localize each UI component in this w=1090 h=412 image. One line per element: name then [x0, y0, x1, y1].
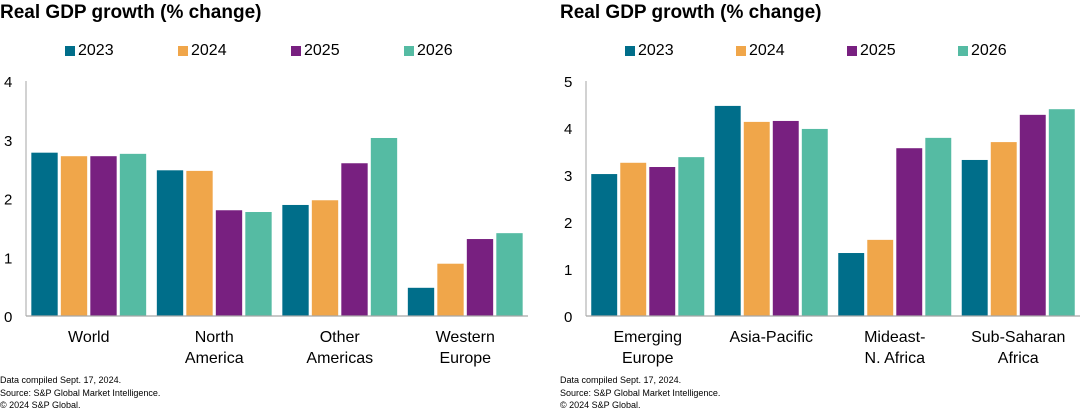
- x-category-label: Sub-Saharan Africa: [971, 329, 1066, 367]
- y-tick-label: 3: [564, 168, 572, 185]
- footnote-copyright: © 2024 S&P Global.: [0, 400, 81, 410]
- legend-label: 2025: [304, 42, 340, 59]
- y-tick-label: 5: [564, 74, 572, 91]
- x-category-label: World: [68, 329, 110, 346]
- x-category-label: North America: [184, 329, 244, 367]
- bar-2023: [838, 253, 865, 316]
- bar-2024: [867, 239, 894, 316]
- bar-2024: [186, 170, 213, 316]
- bar-2023: [961, 159, 988, 316]
- bar-2024: [990, 142, 1017, 316]
- legend-label: 2023: [78, 42, 114, 59]
- bar-2023: [714, 105, 741, 316]
- y-tick-label: 1: [564, 262, 572, 279]
- bar-2025: [649, 167, 676, 316]
- bar-2026: [119, 153, 147, 316]
- bar-2026: [925, 137, 952, 316]
- x-category-label: Other Americas: [306, 329, 374, 367]
- bar-2023: [591, 174, 618, 316]
- bar-chart-plot: 0 1 2 3 4: [4, 74, 528, 326]
- bar-2023: [156, 170, 184, 316]
- bar-2025: [215, 210, 243, 316]
- bar-2026: [370, 137, 398, 316]
- bar-2024: [620, 162, 647, 316]
- legend-item-2023: 2023: [625, 42, 674, 60]
- legend-swatch: [625, 46, 635, 56]
- bar-2026: [678, 157, 705, 316]
- bar-2025: [341, 163, 368, 316]
- chart-footnotes: Data compiled Sept. 17, 2024. Source: S&…: [560, 374, 720, 412]
- legend-swatch: [736, 46, 746, 56]
- y-tick-label: 1: [4, 250, 12, 267]
- legend-label: 2023: [638, 42, 674, 59]
- legend-item-2023: 2023: [65, 42, 114, 60]
- bar-2026: [801, 128, 828, 316]
- x-category-label: Emerging Europe: [613, 329, 682, 367]
- bar-2024: [311, 200, 339, 316]
- legend-item-2024: 2024: [736, 42, 785, 60]
- legend-item-2024: 2024: [178, 42, 227, 60]
- y-tick-label: 2: [4, 192, 12, 209]
- bar-2024: [437, 263, 464, 316]
- bar-2024: [60, 156, 88, 316]
- y-tick-label: 0: [564, 309, 572, 326]
- x-category-label: Western Europe: [435, 329, 495, 367]
- bar-2024: [743, 121, 770, 316]
- chart-footnotes: Data compiled Sept. 17, 2024. Source: S&…: [0, 374, 160, 412]
- footnote-data-compiled: Data compiled Sept. 17, 2024.: [560, 375, 682, 385]
- y-tick-label: 4: [4, 74, 12, 91]
- bar-2025: [466, 239, 494, 316]
- legend-swatch: [404, 46, 414, 56]
- bar-2025: [896, 148, 923, 316]
- bar-2023: [407, 287, 435, 316]
- legend-swatch: [178, 46, 188, 56]
- footnote-copyright: © 2024 S&P Global.: [560, 400, 641, 410]
- bar-2023: [282, 204, 309, 316]
- legend-swatch: [65, 46, 75, 56]
- bar-2026: [245, 212, 272, 316]
- chart-panel-left: Real GDP growth (% change) 2023 2024 202…: [0, 0, 545, 411]
- bar-2023: [31, 152, 58, 316]
- legend-item-2025: 2025: [847, 42, 896, 60]
- footnote-source: Source: S&P Global Market Intelligence.: [0, 387, 161, 398]
- legend-label: 2024: [191, 42, 227, 59]
- y-tick-label: 3: [4, 133, 12, 150]
- y-tick-label: 0: [4, 309, 12, 326]
- x-category-label: Mideast- N. Africa: [864, 329, 926, 367]
- footnote-source: Source: S&P Global Market Intelligence.: [560, 387, 721, 398]
- legend-item-2026: 2026: [404, 42, 453, 60]
- legend-swatch: [291, 46, 301, 56]
- bar-2025: [772, 120, 799, 316]
- legend-item-2026: 2026: [958, 42, 1007, 60]
- bar-2026: [496, 233, 523, 316]
- legend-label: 2024: [749, 42, 785, 59]
- chart-title: Real GDP growth (% change): [560, 2, 822, 23]
- legend-label: 2025: [860, 42, 896, 59]
- x-category-label: Asia-Pacific: [729, 329, 814, 346]
- legend-label: 2026: [417, 42, 453, 59]
- bar-chart-plot: 0 1 2 3 4 5: [564, 74, 1080, 326]
- bar-2025: [90, 156, 117, 316]
- bar-2025: [1019, 114, 1046, 316]
- y-tick-label: 2: [564, 215, 572, 232]
- chart-title: Real GDP growth (% change): [0, 2, 262, 23]
- y-tick-label: 4: [564, 121, 572, 138]
- bar-2026: [1048, 109, 1075, 316]
- legend-swatch: [847, 46, 857, 56]
- legend-swatch: [958, 46, 968, 56]
- footnote-data-compiled: Data compiled Sept. 17, 2024.: [0, 375, 122, 385]
- chart-panel-right: Real GDP growth (% change) 2023 2024 202…: [560, 0, 1090, 411]
- legend-label: 2026: [971, 42, 1007, 59]
- legend-item-2025: 2025: [291, 42, 340, 60]
